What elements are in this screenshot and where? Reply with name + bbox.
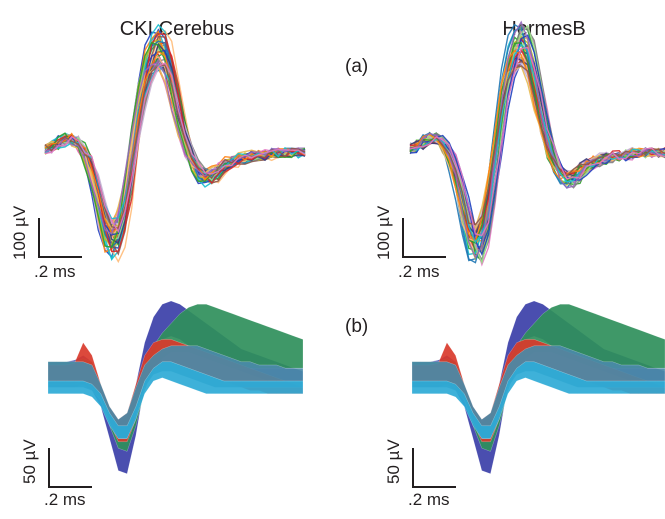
waveform-trace-38: [409, 65, 665, 226]
scale-bar-vertical-a-left: [38, 218, 40, 258]
scale-bar-vertical-b-right: [412, 448, 414, 488]
waveform-trace-31: [44, 65, 306, 231]
scale-label-voltage-a-left: 100 µV: [10, 205, 29, 260]
band-unit-5: [47, 361, 304, 439]
band-plot-cerebus: [47, 300, 304, 475]
scale-bar-horizontal-b-right: [412, 486, 456, 488]
waveform-plot-hermesb: [409, 20, 665, 267]
waveform-trace-39: [409, 46, 665, 237]
scale-bar-vertical-a-right: [402, 218, 404, 258]
band-unit-5: [411, 361, 665, 439]
column-title-right: HermesB: [502, 18, 586, 40]
panel-label-b: (b): [345, 316, 369, 337]
band-plot-hermesb: [411, 300, 665, 475]
scale-bar-vertical-b-left: [48, 448, 50, 488]
waveform-plot-cerebus: [44, 23, 306, 264]
scale-label-voltage-a-right: 100 µV: [374, 205, 393, 260]
scale-bar-horizontal-a-right: [402, 256, 446, 258]
scale-label-time-a-left: .2 ms: [34, 262, 76, 281]
waveform-trace-39: [44, 62, 306, 234]
column-title-left: CKI Cerebus: [119, 18, 235, 40]
scale-label-voltage-b-left: 50 µV: [20, 439, 39, 484]
waveform-trace-38: [44, 64, 306, 230]
scale-label-time-a-right: .2 ms: [398, 262, 440, 281]
scale-label-voltage-b-right: 50 µV: [384, 439, 403, 484]
scale-bar-horizontal-a-left: [38, 256, 82, 258]
scale-bar-horizontal-b-left: [48, 486, 92, 488]
panel-label-a: (a): [345, 56, 369, 77]
waveform-trace-37: [409, 20, 665, 259]
scale-label-time-b-left: .2 ms: [44, 490, 86, 509]
scale-label-time-b-right: .2 ms: [408, 490, 450, 509]
